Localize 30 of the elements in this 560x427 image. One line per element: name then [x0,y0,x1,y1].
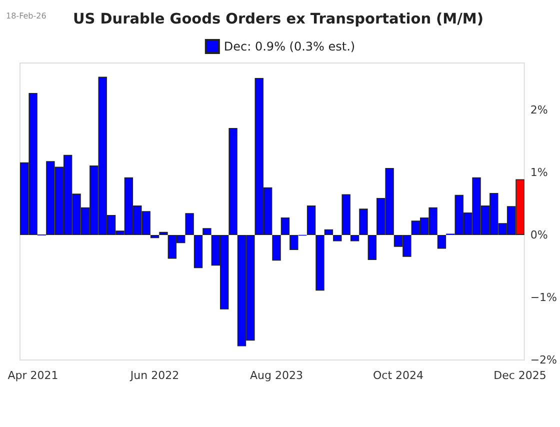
bar [150,234,160,238]
y-tick-label: 1% [530,166,548,179]
y-tick-label: −2% [530,354,558,366]
x-tick-label: Apr 2021 [8,369,58,382]
bar [324,229,334,235]
bar [359,208,368,235]
bar [368,234,377,260]
bar [280,217,290,235]
bar [194,234,203,268]
bar [316,234,324,291]
bar [306,206,316,235]
bar [272,234,281,261]
legend-label: Dec: 0.9% (0.3% est.) [224,40,356,54]
bar [350,234,360,242]
bar [185,213,194,235]
bar [342,194,350,235]
bar [228,128,238,235]
x-tick-label: Jun 2022 [129,369,180,382]
y-tick-label: 2% [530,103,548,116]
y-tick-label: 0% [530,228,548,242]
x-tick-label: Oct 2024 [372,369,424,382]
x-tick-label: Dec 2025 [494,369,546,382]
chart-title: US Durable Goods Orders ex Transportation (M/M) [73,12,484,28]
bar [437,234,446,249]
bar [159,232,168,235]
x-tick-label: Aug 2023 [250,369,304,382]
bar [333,234,342,242]
bar [202,228,212,235]
y-tick-label: −1% [530,290,558,304]
text: 18-Feb-26 [6,12,46,20]
